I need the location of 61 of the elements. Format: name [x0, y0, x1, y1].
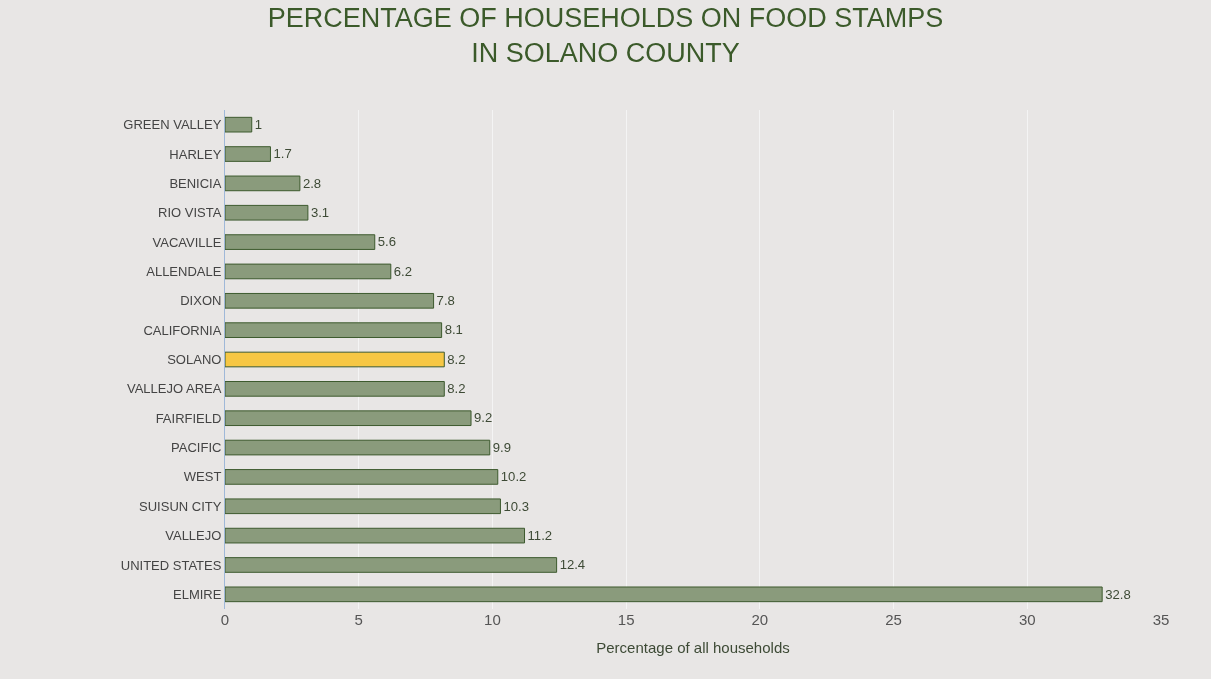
- bar: [225, 498, 501, 515]
- y-tick-label: VACAVILLE: [152, 234, 222, 250]
- bar: [225, 322, 443, 338]
- y-tick-label: RIO VISTA: [158, 205, 222, 221]
- bar: [225, 351, 445, 368]
- y-tick-label: GREEN VALLEY: [123, 117, 222, 133]
- x-tick-label: 25: [885, 611, 902, 628]
- bar: [225, 292, 435, 309]
- x-tick-label: 5: [354, 611, 363, 628]
- y-tick-label: VALLEJO AREA: [126, 381, 222, 397]
- y-tick-label: SUISUN CITY: [139, 498, 222, 514]
- y-tick-label: ALLENDALE: [146, 263, 222, 279]
- chart-title: PERCENTAGE OF HOUSEHOLDS ON FOOD STAMPS IN SOLANO COUNTY: [267, 3, 944, 69]
- y-tick-label: HARLEY: [169, 146, 222, 162]
- bar: [225, 175, 301, 192]
- bar: [225, 439, 491, 456]
- y-tick-label: SOLANO: [167, 352, 222, 368]
- data-label: 12.4: [559, 557, 586, 573]
- x-tick-label: 0: [220, 611, 230, 628]
- bar: [225, 204, 309, 221]
- data-label: 7.8: [436, 293, 455, 309]
- bar: [225, 146, 271, 162]
- data-label: 3.1: [310, 204, 330, 220]
- data-label: 9.9: [492, 439, 512, 455]
- data-label: 11.2: [527, 527, 553, 543]
- y-tick-label: DIXON: [180, 293, 222, 309]
- y-tick-label: PACIFIC: [171, 440, 222, 456]
- x-axis-title: Percentage of all households: [596, 639, 790, 656]
- data-label: 6.2: [393, 263, 413, 279]
- bar: [225, 234, 376, 250]
- bar: [225, 469, 499, 485]
- y-tick-label: VALLEJO: [165, 528, 222, 544]
- data-label: 1.7: [273, 146, 292, 162]
- y-tick-label: CALIFORNIA: [143, 322, 222, 338]
- y-tick-label: BENICIA: [169, 175, 222, 191]
- bar: [225, 263, 392, 280]
- bar: [225, 557, 558, 573]
- data-label: 10.3: [503, 498, 529, 514]
- bar: [225, 410, 472, 427]
- data-label: 8.2: [447, 351, 466, 367]
- bar: [225, 381, 445, 397]
- data-label: 10.2: [500, 469, 527, 485]
- data-label: 8.2: [447, 381, 466, 397]
- data-label: 8.1: [444, 322, 463, 338]
- x-tick-label: 30: [1018, 611, 1036, 628]
- bar: [225, 116, 253, 133]
- data-label: 32.8: [1105, 586, 1131, 602]
- y-tick-label: UNITED STATES: [120, 557, 222, 573]
- y-tick-label: ELMIRE: [172, 586, 222, 602]
- x-tick-label: 10: [484, 611, 501, 628]
- bar: [225, 527, 526, 544]
- x-tick-label: 35: [1152, 611, 1170, 628]
- data-label: 1: [254, 116, 263, 132]
- x-tick-label: 15: [617, 611, 635, 628]
- y-tick-label: WEST: [183, 469, 222, 485]
- x-tick-label: 20: [751, 611, 769, 628]
- y-tick-label: FAIRFIELD: [155, 410, 222, 426]
- data-label: 2.8: [302, 175, 322, 191]
- data-label: 9.2: [474, 410, 493, 426]
- bar: [225, 586, 1103, 603]
- data-label: 5.6: [377, 234, 397, 250]
